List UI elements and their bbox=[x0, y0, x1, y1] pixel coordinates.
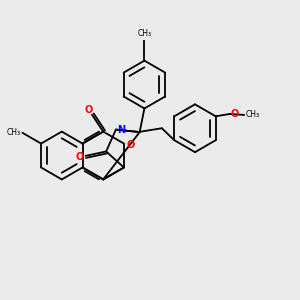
Text: O: O bbox=[126, 140, 134, 150]
Text: CH₃: CH₃ bbox=[137, 29, 152, 38]
Text: O: O bbox=[76, 152, 84, 162]
Text: O: O bbox=[85, 105, 93, 115]
Text: CH₃: CH₃ bbox=[246, 110, 260, 119]
Text: O: O bbox=[231, 109, 239, 118]
Text: N: N bbox=[117, 125, 125, 135]
Text: CH₃: CH₃ bbox=[7, 128, 21, 137]
